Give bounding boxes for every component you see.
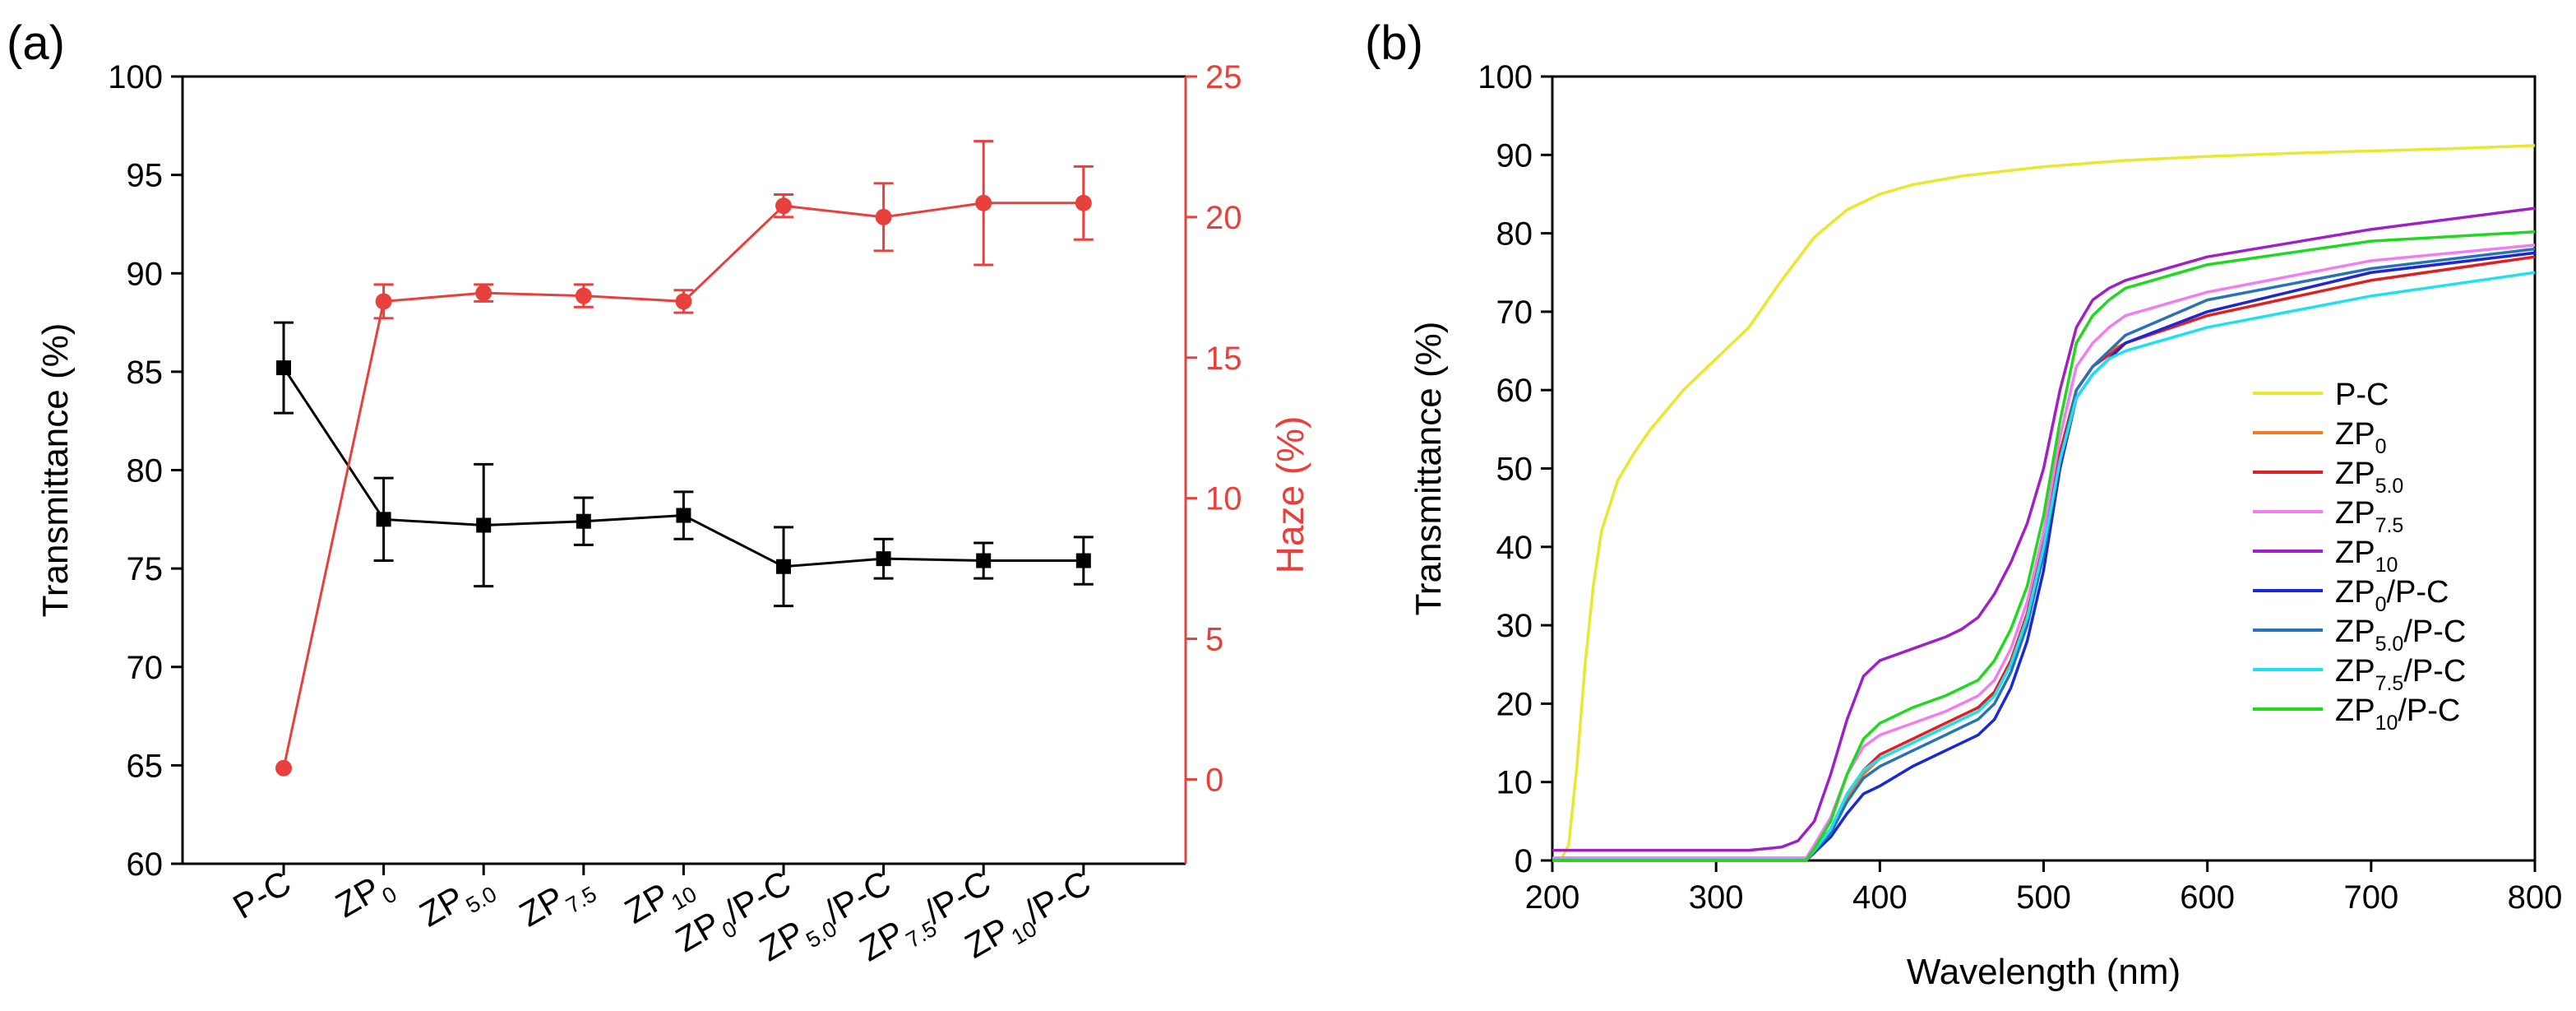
y-tick-label: 60 — [127, 846, 164, 883]
y2-tick-label: 0 — [1205, 762, 1223, 798]
y-tick-label: 85 — [127, 355, 164, 391]
y2-tick-label: 15 — [1205, 341, 1242, 377]
series-line — [1552, 206, 2536, 852]
legend-label: ZP10/P-C — [2335, 693, 2460, 735]
y2-tick-label: 20 — [1205, 200, 1242, 236]
data-point — [276, 360, 291, 376]
data-point — [775, 197, 792, 215]
data-point — [575, 287, 592, 304]
series-line — [1552, 230, 2536, 862]
series-line — [1552, 243, 2536, 860]
y-axis-title: Transmittance (%) — [35, 323, 76, 618]
legend-label: ZP7.5/P-C — [2335, 654, 2466, 695]
legend-label: ZP7.5 — [2335, 496, 2403, 537]
panel-a-label: (a) — [7, 16, 65, 70]
y-tick-label: 100 — [108, 59, 163, 95]
y-tick-label: 80 — [1496, 216, 1533, 253]
y-tick-label: 90 — [127, 256, 164, 292]
x-tick-label: 800 — [2508, 879, 2563, 916]
y-tick-label: 100 — [1478, 59, 1533, 95]
y-tick-label: 95 — [127, 158, 164, 194]
data-point — [475, 285, 493, 302]
x-tick-label: ZP0 — [329, 863, 400, 931]
y-tick-label: 50 — [1496, 452, 1533, 488]
y-tick-label: 70 — [127, 650, 164, 686]
series-line-haze — [282, 202, 1084, 769]
x-tick-label: 300 — [1689, 879, 1744, 916]
x-tick-label: 400 — [1852, 879, 1908, 916]
data-point — [776, 559, 791, 574]
y-tick-label: 90 — [1496, 137, 1533, 174]
y-tick-label: 40 — [1496, 530, 1533, 566]
legend-label: ZP5.0/P-C — [2335, 614, 2466, 656]
panel-b: (b) 0 10 20 30 40 50 60 70 80 90 100 200 300 400 500 600… — [1365, 16, 2562, 992]
series-line — [1559, 144, 2536, 861]
y-tick-label: 70 — [1496, 294, 1533, 331]
y-tick-label: 0 — [1515, 843, 1533, 879]
data-point — [875, 208, 892, 225]
x-tick-label: 200 — [1525, 879, 1580, 916]
data-point — [675, 293, 692, 310]
x-tick-label: 500 — [2016, 879, 2071, 916]
legend-label: ZP0/P-C — [2335, 575, 2449, 616]
y-axis-title: Transmittance (%) — [1408, 322, 1449, 616]
y-tick-label: 20 — [1496, 686, 1533, 722]
y2-axis-title: Haze (%) — [1269, 416, 1311, 574]
data-point — [876, 551, 891, 567]
legend-label: P-C — [2335, 378, 2389, 412]
data-point — [576, 513, 591, 529]
data-point — [275, 759, 292, 777]
y-tick-label: 60 — [1496, 373, 1533, 409]
x-tick-label: ZP7.5 — [513, 863, 601, 940]
data-point — [676, 508, 691, 523]
data-point — [1075, 553, 1091, 568]
x-tick-label: 600 — [2180, 879, 2235, 916]
x-axis-title: Wavelength (nm) — [1907, 952, 2181, 992]
data-point — [976, 553, 992, 568]
data-point — [476, 517, 492, 533]
y-tick-label: 30 — [1496, 608, 1533, 644]
panel-b-label: (b) — [1365, 16, 1423, 70]
legend-label: ZP5.0 — [2335, 457, 2403, 498]
legend-label: ZP10 — [2335, 536, 2398, 577]
series-line — [1552, 271, 2536, 862]
data-point — [376, 512, 391, 527]
y2-tick-label: 10 — [1205, 481, 1242, 517]
legend-label: ZP0 — [2335, 417, 2386, 458]
series-line — [1552, 251, 2536, 862]
y2-tick-label: 25 — [1205, 59, 1242, 95]
series-line — [1552, 247, 2536, 862]
y-tick-label: 80 — [127, 453, 164, 489]
data-point — [1075, 194, 1092, 211]
y-tick-label: 10 — [1496, 765, 1533, 801]
x-tick-label: 700 — [2343, 879, 2398, 916]
data-point — [375, 293, 392, 310]
x-tick-label: ZP5.0 — [413, 863, 501, 940]
y2-tick-label: 5 — [1205, 622, 1223, 658]
y-tick-label: 75 — [127, 551, 164, 587]
x-tick-label: P-C — [226, 863, 297, 926]
y-tick-label: 65 — [127, 748, 164, 784]
data-point — [975, 194, 992, 211]
